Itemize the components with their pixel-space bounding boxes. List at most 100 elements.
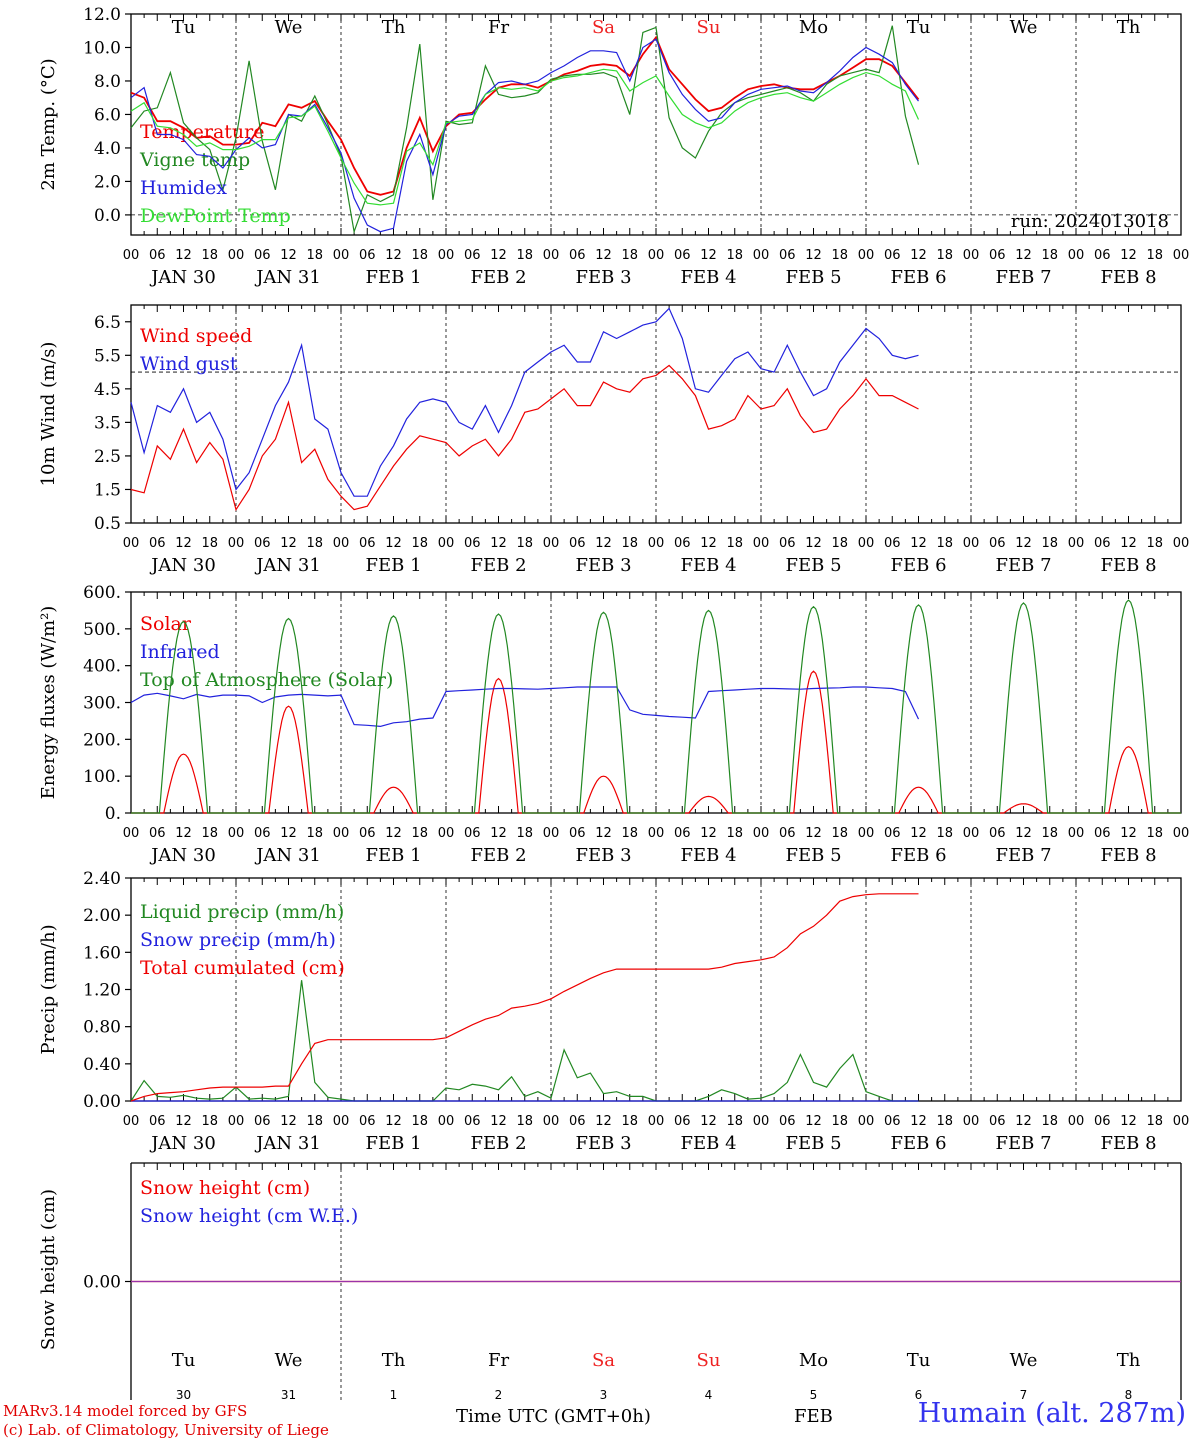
date-label: FEB 5 (785, 845, 841, 866)
hour-tick-label: 06 (779, 826, 796, 841)
hour-tick-label: 12 (1015, 1114, 1032, 1129)
hour-tick-label: 12 (490, 248, 507, 263)
hour-tick-label: 06 (569, 536, 586, 551)
hour-tick-label: 00 (648, 536, 665, 551)
hour-tick-label: 06 (149, 536, 166, 551)
hour-tick-label: 06 (464, 826, 481, 841)
date-label: JAN 30 (149, 267, 216, 288)
legend-entry: Solar (140, 613, 192, 635)
day-name-label: Tu (172, 17, 196, 38)
hour-tick-label: 18 (831, 536, 848, 551)
date-label: FEB 5 (785, 267, 841, 288)
day-name-label: Tu (907, 17, 931, 38)
day-name-label: Tu (907, 1350, 931, 1371)
day-number-label: 2 (495, 1388, 503, 1402)
date-label: FEB 7 (995, 1133, 1051, 1154)
hour-tick-label: 18 (936, 248, 953, 263)
hour-tick-label: 00 (858, 536, 875, 551)
date-label: FEB 4 (680, 1133, 736, 1154)
hour-tick-label: 12 (1015, 536, 1032, 551)
hour-tick-label: 00 (753, 826, 770, 841)
date-label: FEB 3 (575, 555, 631, 576)
day-number-label: 3 (600, 1388, 608, 1402)
hour-tick-label: 18 (831, 826, 848, 841)
hour-tick-label: 06 (464, 536, 481, 551)
hour-tick-label: 00 (228, 536, 245, 551)
hour-tick-label: 12 (385, 248, 402, 263)
day-name-label: We (1010, 1350, 1038, 1371)
y-tick-label: 8.0 (94, 72, 121, 92)
credit-line-lab: (c) Lab. of Climatology, University of L… (3, 1421, 329, 1439)
hour-tick-label: 06 (989, 826, 1006, 841)
series-line (130, 980, 919, 1102)
date-label: JAN 30 (149, 1133, 216, 1154)
hour-tick-label: 12 (595, 536, 612, 551)
hour-tick-label: 18 (516, 536, 533, 551)
hour-tick-label: 00 (1173, 1114, 1190, 1129)
run-label: run: 2024013018 (1011, 211, 1169, 232)
y-tick-label: 0.00 (83, 1273, 121, 1293)
hour-tick-label: 12 (385, 826, 402, 841)
series-line (130, 68, 920, 206)
hour-tick-label: 18 (201, 536, 218, 551)
hour-tick-label: 12 (490, 1114, 507, 1129)
day-name-label: Tu (172, 1350, 196, 1371)
hour-tick-label: 06 (989, 536, 1006, 551)
hour-tick-label: 06 (674, 248, 691, 263)
hour-tick-label: 06 (464, 1114, 481, 1129)
hour-tick-label: 00 (1173, 536, 1190, 551)
y-tick-label: 12.0 (83, 5, 121, 25)
hour-tick-label: 12 (1120, 248, 1137, 263)
legend-entry: Infrared (140, 641, 220, 663)
hour-tick-label: 06 (674, 1114, 691, 1129)
hour-tick-label: 18 (1041, 1114, 1058, 1129)
hour-tick-label: 00 (963, 536, 980, 551)
series-line (130, 25, 920, 235)
day-name-label: Sa (592, 17, 615, 38)
hour-tick-label: 00 (963, 826, 980, 841)
hour-tick-label: 06 (254, 826, 271, 841)
hour-tick-label: 18 (621, 248, 638, 263)
hour-tick-label: 00 (123, 248, 140, 263)
hour-tick-label: 06 (1094, 826, 1111, 841)
y-tick-label: 1.60 (83, 943, 121, 963)
hour-tick-label: 00 (858, 248, 875, 263)
date-label: FEB 3 (575, 1133, 631, 1154)
month-label: FEB (794, 1406, 833, 1427)
y-axis-label: 2m Temp. (°C) (38, 58, 59, 190)
hour-tick-label: 12 (280, 248, 297, 263)
hour-tick-label: 18 (1146, 826, 1163, 841)
y-tick-label: 5.5 (94, 346, 121, 366)
day-name-label: Su (697, 1350, 721, 1371)
date-label: FEB 4 (680, 845, 736, 866)
hour-tick-label: 12 (1120, 826, 1137, 841)
hour-tick-label: 12 (700, 536, 717, 551)
hour-tick-label: 12 (910, 248, 927, 263)
hour-tick-label: 00 (543, 1114, 560, 1129)
y-tick-label: 0.40 (83, 1055, 121, 1075)
y-tick-label: 2.40 (83, 869, 121, 889)
date-label: JAN 31 (254, 1133, 321, 1154)
legend-entry: Humidex (140, 177, 227, 199)
hour-tick-label: 18 (306, 1114, 323, 1129)
date-label: JAN 31 (254, 267, 321, 288)
day-number-label: 1 (390, 1388, 398, 1402)
series-line (130, 307, 919, 497)
hour-tick-label: 18 (201, 826, 218, 841)
hour-tick-label: 00 (1173, 248, 1190, 263)
day-name-label: Th (1117, 1350, 1141, 1371)
y-axis-label: Snow height (cm) (38, 1189, 59, 1350)
day-name-label: We (275, 17, 303, 38)
legend-entry: Wind gust (140, 353, 238, 375)
date-label: FEB 6 (890, 1133, 946, 1154)
hour-tick-label: 06 (989, 248, 1006, 263)
hour-tick-label: 18 (306, 248, 323, 263)
hour-tick-label: 00 (1068, 536, 1085, 551)
hour-tick-label: 00 (753, 1114, 770, 1129)
model-credits: MARv3.14 model forced by GFS (c) Lab. of… (3, 1402, 329, 1440)
hour-tick-label: 12 (700, 248, 717, 263)
hour-tick-label: 18 (411, 248, 428, 263)
hour-tick-label: 06 (149, 1114, 166, 1129)
hour-tick-label: 12 (805, 536, 822, 551)
day-number-label: 5 (810, 1388, 818, 1402)
